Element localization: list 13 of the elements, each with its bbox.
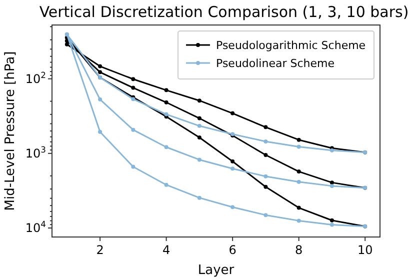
y-tick-label: 10$^{2}$ bbox=[25, 70, 46, 86]
x-tick-label: 10 bbox=[357, 243, 373, 257]
x-tick-label: 2 bbox=[96, 243, 104, 257]
x-tick-label: 4 bbox=[162, 243, 170, 257]
x-axis-title: Layer bbox=[198, 263, 235, 278]
x-tick-label: 8 bbox=[295, 243, 303, 257]
y-tick-label: 10$^{4}$ bbox=[25, 219, 46, 236]
legend-label: Pseudolinear Scheme bbox=[216, 57, 335, 70]
chart-title: Vertical Discretization Comparison (1, 3, 10 bars) bbox=[39, 3, 409, 21]
y-axis-title: Mid-Level Pressure [hPa] bbox=[3, 51, 18, 211]
x-tick-label: 6 bbox=[228, 243, 236, 257]
y-tick-label: 10$^{3}$ bbox=[25, 144, 46, 160]
legend-label: Pseudologarithmic Scheme bbox=[216, 39, 366, 52]
